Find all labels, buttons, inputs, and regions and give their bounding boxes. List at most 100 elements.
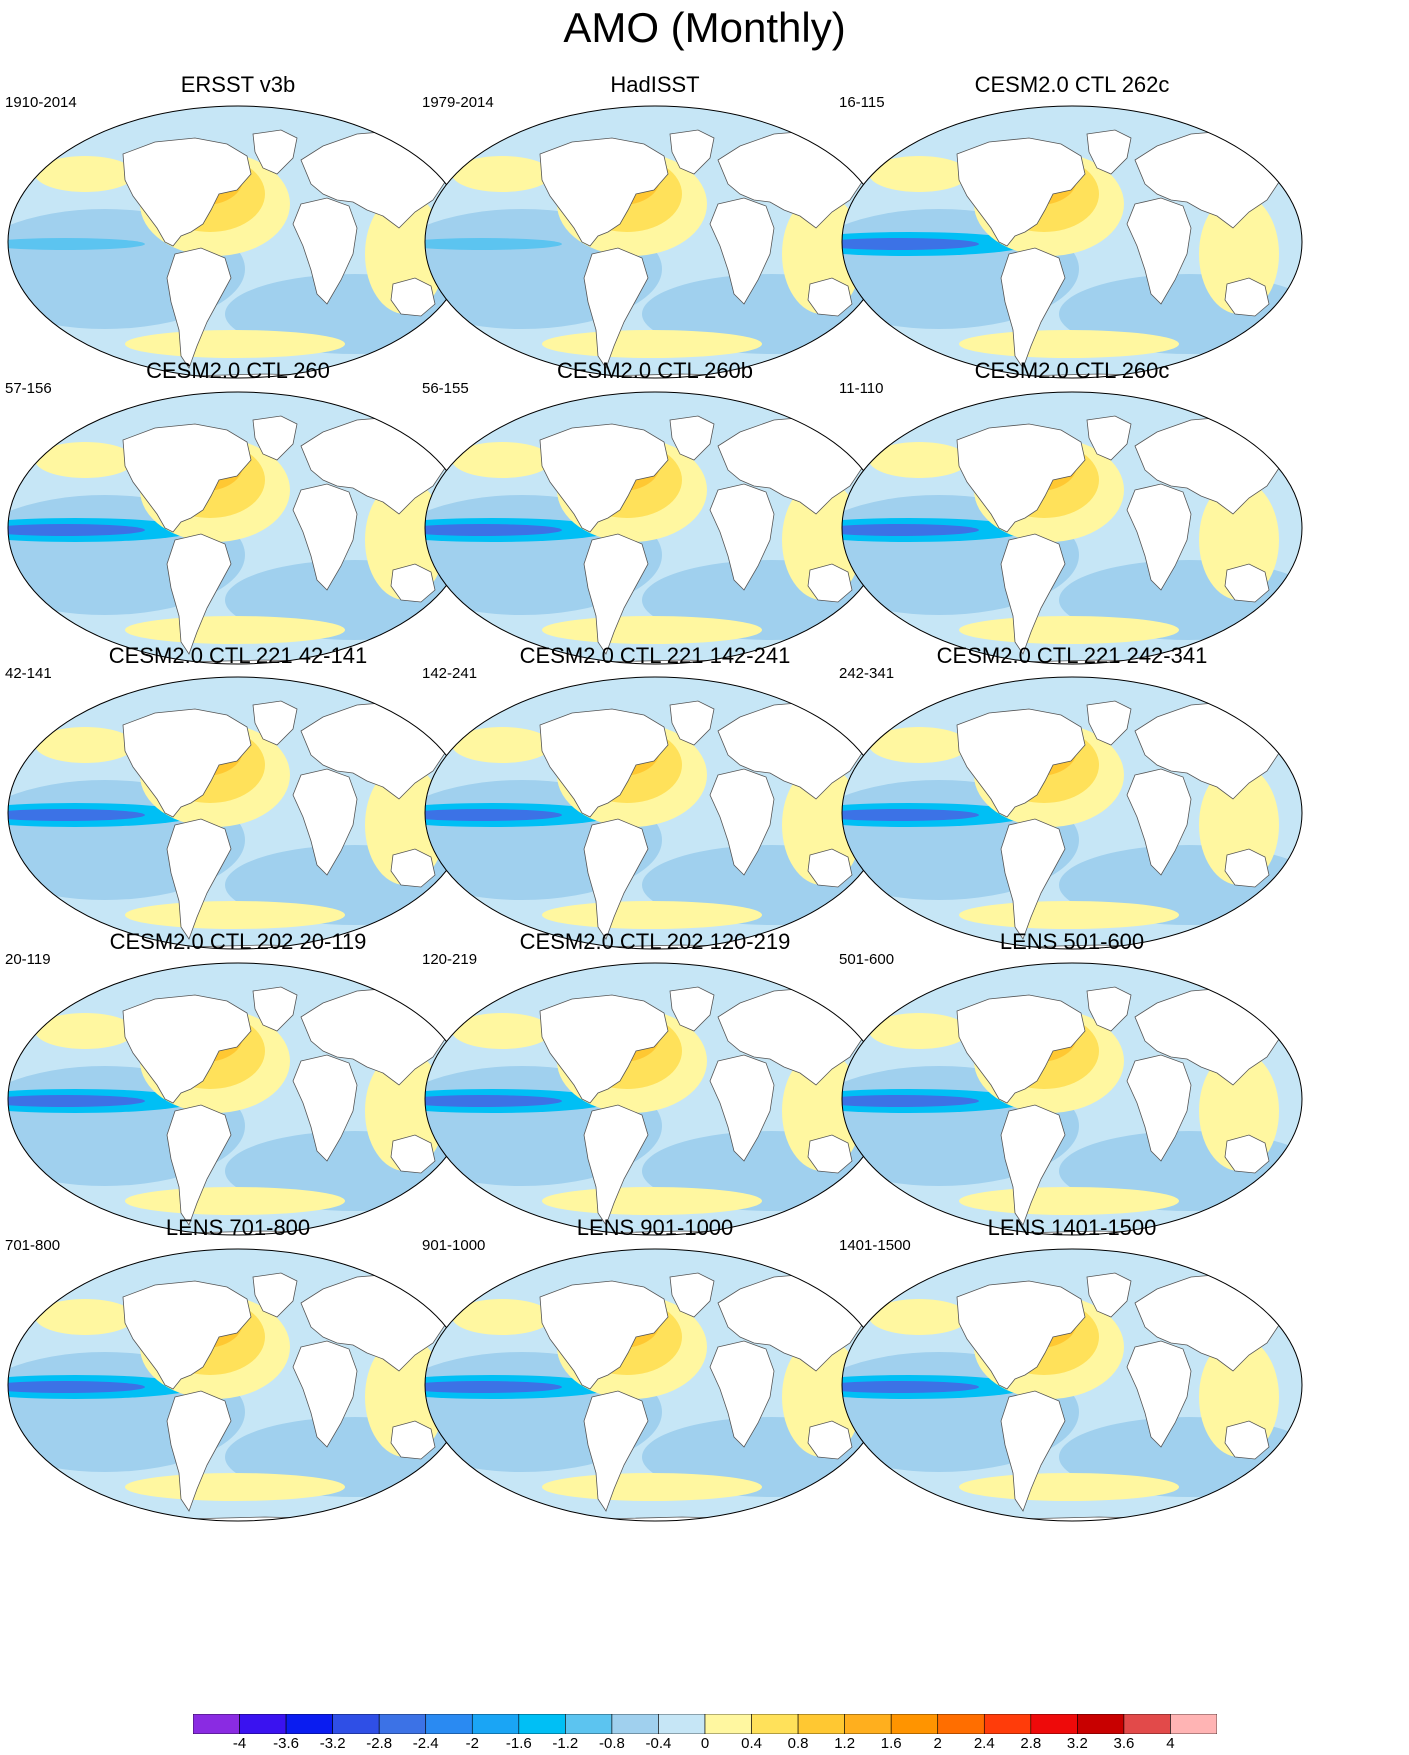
world-map [7, 105, 469, 379]
world-map [841, 1248, 1303, 1522]
colorbar-tick-label: -3.2 [319, 1735, 346, 1752]
colorbar-swatch [378, 1714, 427, 1734]
map-panel: CESM2.0 CTL 260c 11-110 [839, 358, 1305, 678]
map-panel: HadISST 1979-2014 [422, 72, 888, 392]
colorbar-tick-label: 2 [933, 1735, 942, 1752]
panel-period: 56-155 [422, 380, 469, 397]
colorbar-tick-label: 2.4 [973, 1735, 995, 1752]
map-panel: CESM2.0 CTL 202 120-219 120-219 [422, 929, 888, 1249]
panel-title: CESM2.0 CTL 202 20-119 [109, 929, 367, 954]
panel-title: LENS 1401-1500 [987, 1215, 1157, 1240]
figure-title: AMO (Monthly) [563, 4, 846, 51]
colorbar-swatch [471, 1714, 520, 1734]
panel-title: ERSST v3b [180, 72, 296, 97]
colorbar [193, 1714, 1217, 1734]
colorbar-swatch [704, 1714, 752, 1734]
colorbar-swatch [658, 1714, 706, 1734]
colorbar-tick-label: 1.2 [834, 1735, 856, 1752]
colorbar-tick-label: -0.8 [598, 1735, 625, 1752]
colorbar-tick-label: 3.6 [1113, 1735, 1135, 1752]
colorbar-labels: -4 -3.6 -3.2 -2.8 -2.4 -2 -1.6 -1.2 -0.8 -0.4 0 0.4… [0, 1735, 1409, 1755]
map-panel: LENS 501-600 501-600 [839, 929, 1305, 1249]
map-panel: CESM2.0 CTL 260 57-156 [5, 358, 471, 678]
world-map [424, 676, 886, 950]
colorbar-tick-label: 4 [1166, 1735, 1175, 1752]
panel-title: CESM2.0 CTL 260c [974, 358, 1170, 383]
panel-period: 20-119 [5, 951, 51, 968]
colorbar-swatch [890, 1714, 939, 1734]
world-map [841, 391, 1303, 665]
panel-title: CESM2.0 CTL 260 [146, 358, 330, 383]
colorbar-swatch [983, 1714, 1032, 1734]
map-panel: CESM2.0 CTL 221 42-141 42-141 [5, 643, 471, 963]
colorbar-swatch [1123, 1714, 1171, 1734]
map-panel: CESM2.0 CTL 221 242-341 242-341 [839, 643, 1305, 963]
panel-title: LENS 701-800 [165, 1215, 311, 1240]
panel-period: 1910-2014 [5, 94, 77, 111]
map-panel: LENS 1401-1500 1401-1500 [839, 1215, 1305, 1535]
world-map [7, 676, 469, 950]
panel-title: CESM2.0 CTL 260b [556, 358, 754, 383]
colorbar-tick-label: -0.4 [645, 1735, 672, 1752]
colorbar-swatch [751, 1714, 799, 1734]
map-panel: CESM2.0 CTL 262c 16-115 [839, 72, 1305, 392]
panel-period: 16-115 [839, 94, 885, 111]
colorbar-tick-label: -2.4 [412, 1735, 439, 1752]
world-map [841, 962, 1303, 1236]
colorbar-swatch [1170, 1714, 1217, 1734]
panel-title: CESM2.0 CTL 221 242-341 [936, 643, 1208, 668]
world-map [7, 391, 469, 665]
panel-title: HadISST [610, 72, 700, 97]
panel-period: 501-600 [839, 951, 895, 968]
colorbar-tick-label: 0.8 [787, 1735, 809, 1752]
panel-title: LENS 501-600 [999, 929, 1145, 954]
colorbar-tick-label: -1.2 [552, 1735, 579, 1752]
colorbar-swatch [1030, 1714, 1078, 1734]
panel-period: 57-156 [5, 380, 52, 397]
colorbar-tick-label: 3.2 [1066, 1735, 1088, 1752]
world-map [841, 676, 1303, 950]
colorbar-swatch [193, 1714, 240, 1734]
world-map [7, 1248, 469, 1522]
panel-period: 11-110 [839, 380, 884, 397]
colorbar-tick-label: 2.8 [1020, 1735, 1042, 1752]
panel-period: 901-1000 [422, 1237, 486, 1254]
colorbar-tick-label: -2 [465, 1735, 479, 1752]
colorbar-tick-label: -4 [232, 1735, 247, 1752]
colorbar-tick-label: -2.8 [366, 1735, 393, 1752]
panel-period: 701-800 [5, 1237, 61, 1254]
colorbar-swatch [239, 1714, 287, 1734]
colorbar-swatch [425, 1714, 473, 1734]
map-panel: LENS 701-800 701-800 [5, 1215, 471, 1535]
map-panel: CESM2.0 CTL 202 20-119 20-119 [5, 929, 471, 1249]
panel-period: 242-341 [839, 665, 895, 682]
panel-period: 1401-1500 [839, 1237, 911, 1254]
colorbar-tick-label: -1.6 [505, 1735, 532, 1752]
panel-title: CESM2.0 CTL 221 142-241 [519, 643, 791, 668]
world-map [424, 962, 886, 1236]
map-panel: ERSST v3b 1910-2014 [5, 72, 471, 392]
map-panel: CESM2.0 CTL 260b 56-155 [422, 358, 888, 678]
colorbar-swatch [285, 1714, 333, 1734]
colorbar-tick-label: 0.4 [741, 1735, 762, 1752]
world-map [841, 105, 1303, 379]
map-panel: LENS 901-1000 901-1000 [422, 1215, 888, 1535]
panel-title: CESM2.0 CTL 221 42-141 [108, 643, 368, 668]
panel-period: 42-141 [5, 665, 52, 682]
world-map [424, 1248, 886, 1522]
panel-period: 1979-2014 [422, 94, 494, 111]
world-map [7, 962, 469, 1236]
panel-title: CESM2.0 CTL 262c [974, 72, 1170, 97]
colorbar-swatch [937, 1714, 985, 1734]
panel-period: 120-219 [422, 951, 478, 968]
colorbar-swatch [565, 1714, 613, 1734]
colorbar-tick-label: 0 [700, 1735, 710, 1752]
colorbar-swatch [518, 1714, 566, 1734]
colorbar-tick-label: -3.6 [273, 1735, 300, 1752]
panel-title: CESM2.0 CTL 202 120-219 [519, 929, 791, 954]
colorbar-tick-label: 1.6 [880, 1735, 902, 1752]
map-panel: CESM2.0 CTL 221 142-241 142-241 [422, 643, 888, 963]
world-map [424, 391, 886, 665]
panel-title: LENS 901-1000 [576, 1215, 734, 1240]
colorbar-swatch [844, 1714, 892, 1734]
